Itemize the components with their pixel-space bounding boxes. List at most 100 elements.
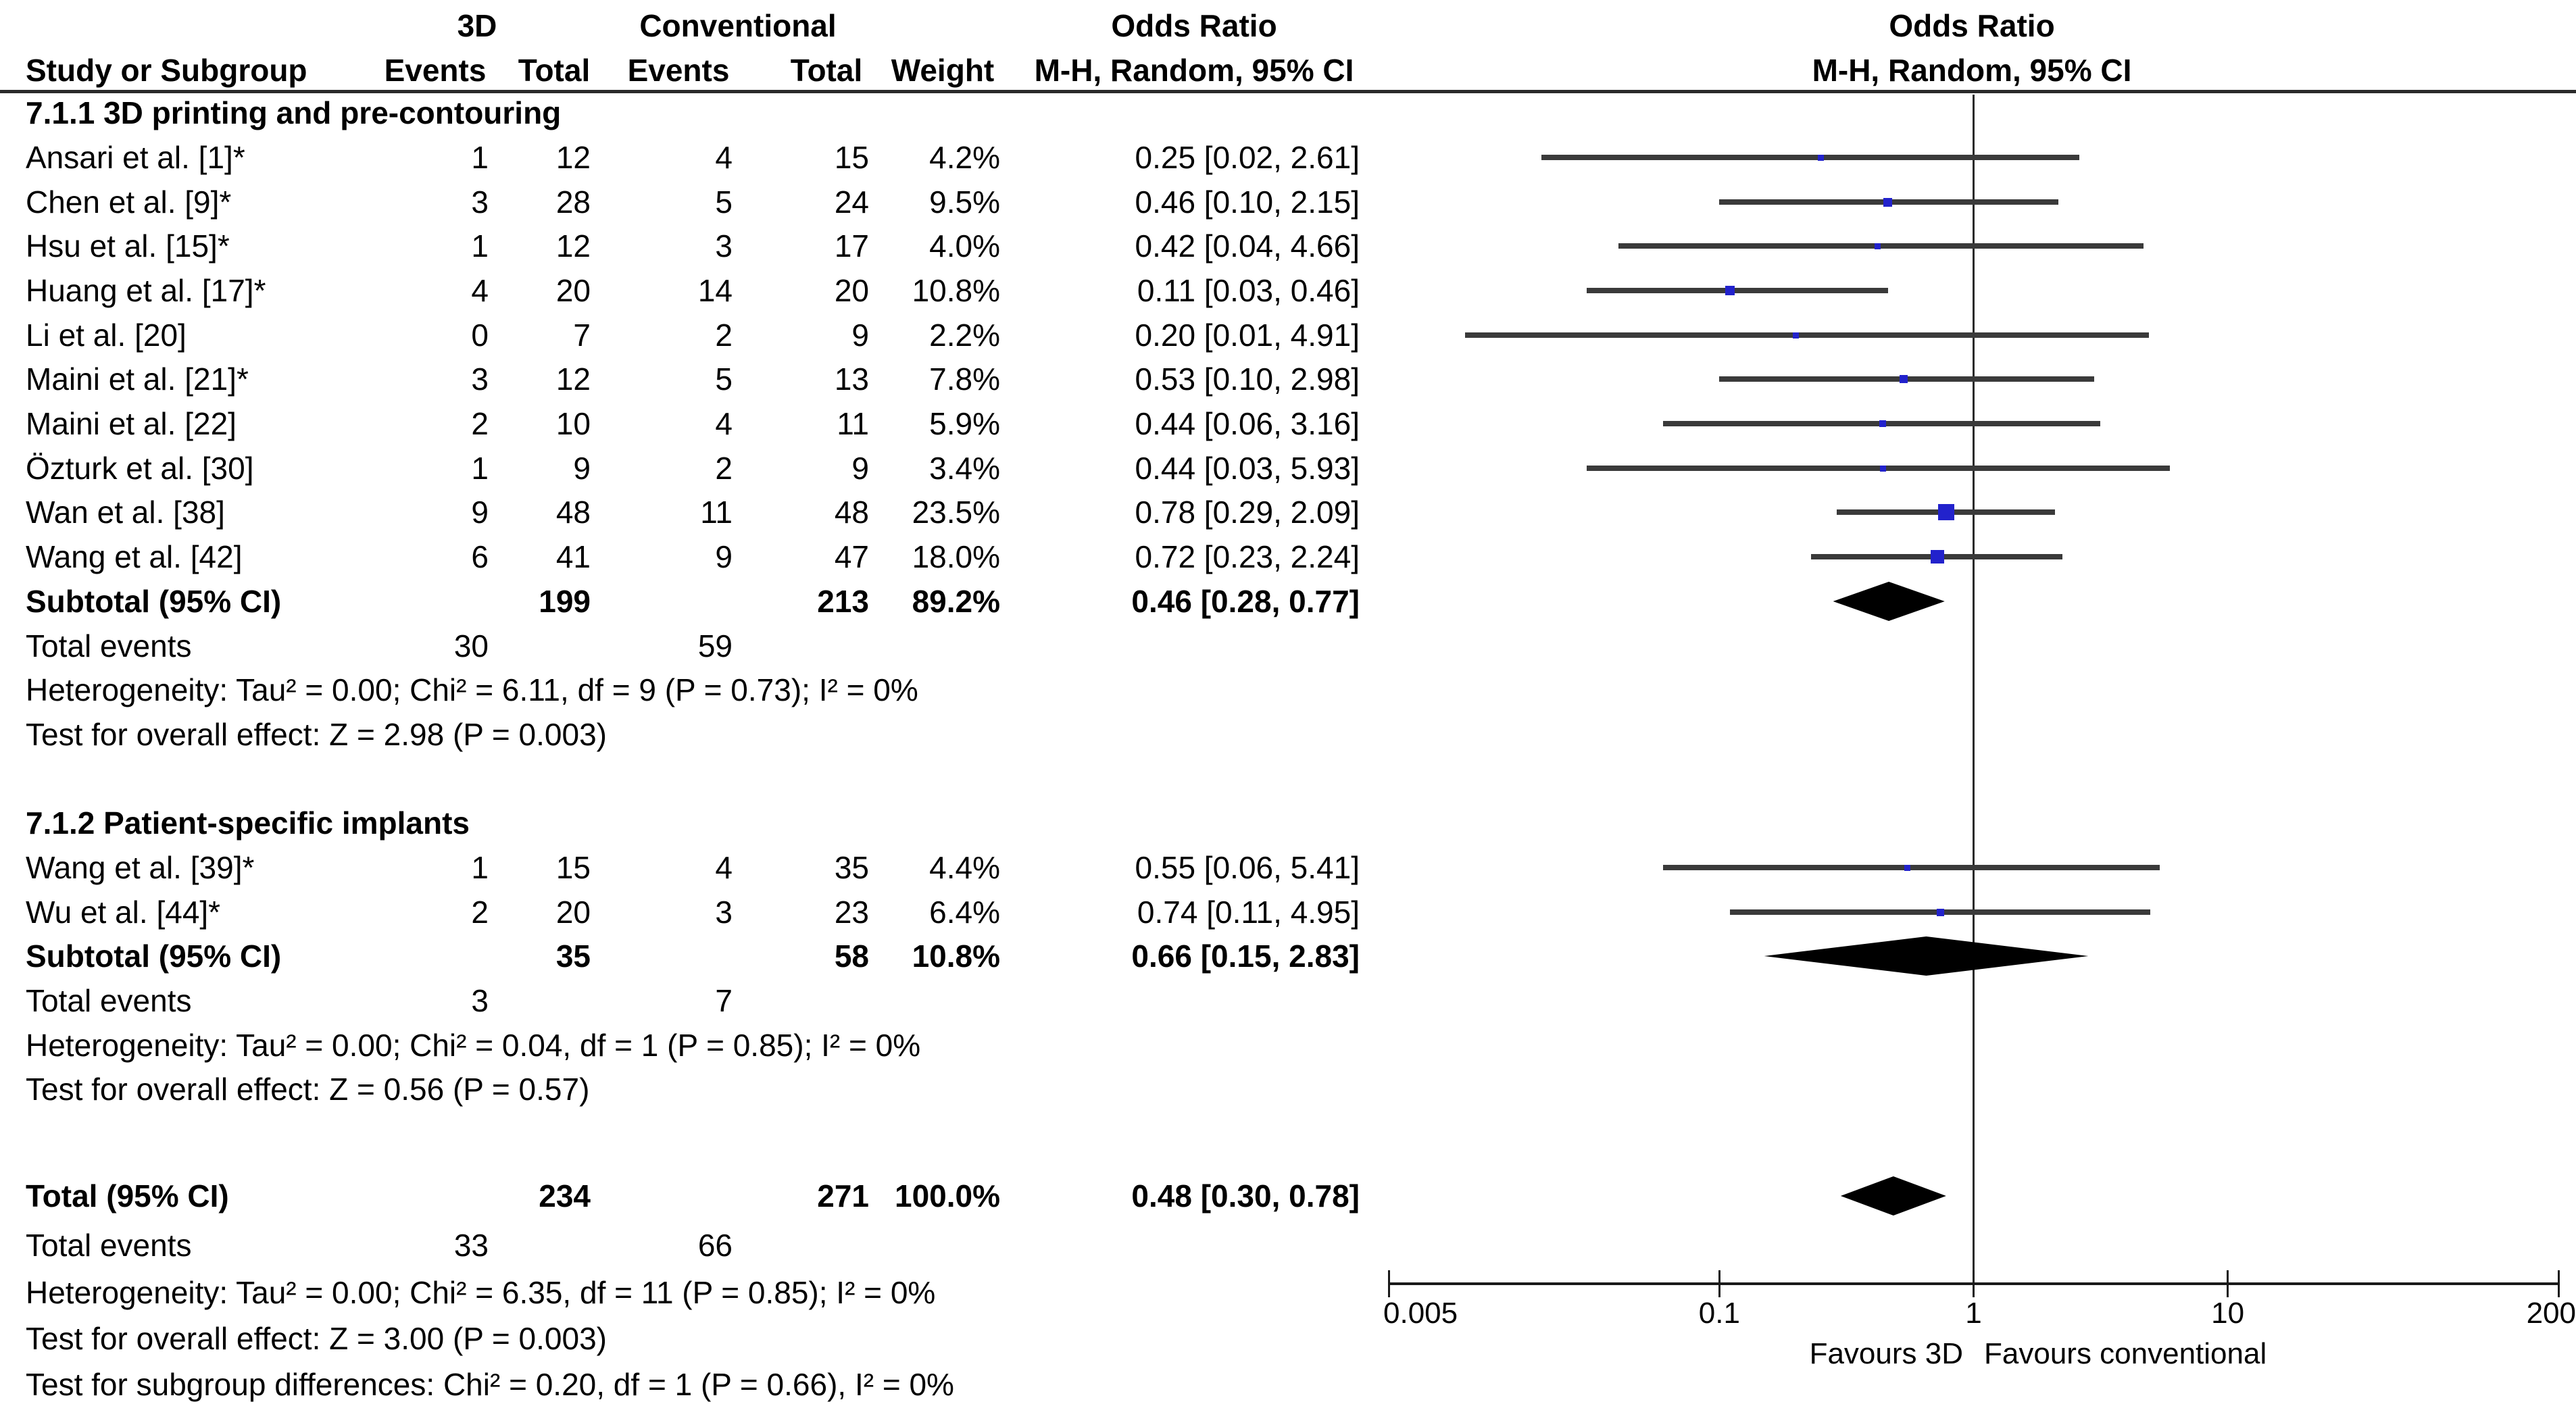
or-ci-text: 0.42 [0.04, 4.66] bbox=[1135, 228, 1360, 264]
study-label: Wu et al. [44]* bbox=[26, 895, 221, 930]
study-label: Maini et al. [21]* bbox=[26, 361, 249, 397]
events-conventional-value: 4 bbox=[715, 406, 733, 441]
total-events-3d-value: 30 bbox=[453, 628, 489, 664]
or-ci-text: 0.72 [0.23, 2.24] bbox=[1135, 539, 1360, 574]
or-ci-text: 0.44 [0.03, 5.93] bbox=[1135, 451, 1360, 486]
events-3d-value: 1 bbox=[471, 850, 489, 885]
events-3d-value: 3 bbox=[471, 361, 489, 397]
study-label: Hsu et al. [15]* bbox=[26, 228, 230, 264]
weight-value: 7.8% bbox=[929, 361, 1000, 397]
total-conventional-value: 11 bbox=[837, 406, 869, 441]
events-3d-value: 0 bbox=[471, 318, 489, 353]
or-ci-text: 0.53 [0.10, 2.98] bbox=[1135, 361, 1360, 397]
weight-value: 2.2% bbox=[929, 318, 1000, 353]
subgroup-heading: 7.1.2 Patient-specific implants bbox=[26, 805, 470, 841]
column-group-3d-label: 3D bbox=[457, 8, 497, 43]
axis-tick bbox=[1718, 1270, 1720, 1297]
or-marker bbox=[1936, 908, 1944, 916]
events-conventional-value: 4 bbox=[715, 850, 733, 885]
weight-value: 4.4% bbox=[929, 850, 1000, 885]
axis-tick-label: 10 bbox=[2211, 1297, 2245, 1330]
events-3d-value: 3 bbox=[471, 184, 489, 220]
or-ci-text: 0.55 [0.06, 5.41] bbox=[1135, 850, 1360, 885]
plot-title: Odds Ratio bbox=[1889, 8, 2055, 43]
events-conventional-column-header: Events bbox=[627, 53, 730, 88]
or-marker bbox=[1817, 154, 1824, 161]
or-ci-text: 0.48 [0.30, 0.78] bbox=[1131, 1178, 1360, 1213]
or-ci-text: 0.66 [0.15, 2.83] bbox=[1131, 938, 1360, 974]
total-conventional-value: 213 bbox=[817, 584, 869, 619]
total-conventional-value: 17 bbox=[834, 228, 869, 264]
total-3d-value: 9 bbox=[573, 451, 591, 486]
heterogeneity-text: Heterogeneity: Tau² = 0.00; Chi² = 0.04,… bbox=[26, 1028, 921, 1063]
axis-tick-label: 0.1 bbox=[1698, 1297, 1740, 1330]
subgroup-heading: 7.1.1 3D printing and pre-contouring bbox=[26, 95, 562, 130]
or-ci-text: 0.44 [0.06, 3.16] bbox=[1135, 406, 1360, 441]
or-marker bbox=[1937, 504, 1954, 520]
weight-value: 6.4% bbox=[929, 895, 1000, 930]
events-conventional-value: 4 bbox=[715, 140, 733, 175]
weight-value: 10.8% bbox=[912, 938, 1000, 974]
subtotal-diamond bbox=[1764, 936, 2089, 976]
axis-tick bbox=[2557, 1270, 2560, 1297]
total-3d-value: 199 bbox=[539, 584, 591, 619]
total-events-conventional-value: 59 bbox=[697, 628, 733, 664]
study-label: Ansari et al. [1]* bbox=[26, 140, 245, 175]
plot-subheader: M-H, Random, 95% CI bbox=[1812, 53, 2132, 88]
total-events-label: Total events bbox=[26, 1228, 192, 1263]
study-label: Wan et al. [38] bbox=[26, 495, 225, 530]
heterogeneity-text: Heterogeneity: Tau² = 0.00; Chi² = 6.11,… bbox=[26, 672, 918, 707]
or-ci-text: 0.11 [0.03, 0.46] bbox=[1137, 273, 1360, 308]
ci-line bbox=[1662, 865, 2160, 870]
axis-tick-label: 200 bbox=[2526, 1297, 2576, 1330]
total-3d-value: 12 bbox=[555, 228, 591, 264]
overall-effect-text: Test for overall effect: Z = 0.56 (P = 0… bbox=[26, 1072, 590, 1107]
or-ci-text: 0.46 [0.28, 0.77] bbox=[1131, 584, 1360, 619]
pooled-label: Total (95% CI) bbox=[26, 1178, 229, 1213]
weight-value: 9.5% bbox=[929, 184, 1000, 220]
ci-line bbox=[1465, 332, 2150, 338]
pooled-label: Subtotal (95% CI) bbox=[26, 584, 282, 619]
events-conventional-value: 3 bbox=[715, 895, 733, 930]
total-conventional-value: 13 bbox=[834, 361, 869, 397]
study-label: Wang et al. [42] bbox=[26, 539, 243, 574]
total-conventional-value: 20 bbox=[834, 273, 869, 308]
or-ci-text: 0.78 [0.29, 2.09] bbox=[1135, 495, 1360, 530]
events-3d-value: 1 bbox=[471, 228, 489, 264]
total-3d-column-header: Total bbox=[518, 53, 591, 88]
favours-left-label: Favours 3D bbox=[1809, 1337, 1963, 1370]
axis-tick bbox=[1973, 1270, 1975, 1297]
pooled-label: Subtotal (95% CI) bbox=[26, 938, 282, 974]
or-marker bbox=[1875, 243, 1881, 249]
axis-tick bbox=[1387, 1270, 1390, 1297]
study-label: Chen et al. [9]* bbox=[26, 184, 232, 220]
total-events-conventional-value: 7 bbox=[715, 983, 733, 1018]
total-events-3d-value: 3 bbox=[471, 983, 489, 1018]
total-3d-value: 234 bbox=[539, 1178, 591, 1213]
events-3d-value: 1 bbox=[471, 140, 489, 175]
weight-value: 4.2% bbox=[929, 140, 1000, 175]
or-ci-text: 0.74 [0.11, 4.95] bbox=[1137, 895, 1360, 930]
total-events-label: Total events bbox=[26, 628, 192, 664]
total-conventional-value: 9 bbox=[851, 318, 869, 353]
study-label: Maini et al. [22] bbox=[26, 406, 237, 441]
total-diamond bbox=[1840, 1176, 1946, 1216]
total-conventional-value: 47 bbox=[834, 539, 869, 574]
events-3d-value: 9 bbox=[471, 495, 489, 530]
or-column-subheader: M-H, Random, 95% CI bbox=[1034, 53, 1354, 88]
weight-value: 4.0% bbox=[929, 228, 1000, 264]
total-3d-value: 20 bbox=[555, 273, 591, 308]
null-effect-line bbox=[1973, 95, 1975, 1284]
axis-tick-label: 1 bbox=[1965, 1297, 1982, 1330]
x-axis: Favours 3D Favours conventional 0.005 0.1… bbox=[1383, 1270, 2576, 1427]
ci-line bbox=[1586, 466, 2171, 471]
weight-value: 3.4% bbox=[929, 451, 1000, 486]
favours-right-label: Favours conventional bbox=[1984, 1337, 2267, 1370]
or-column-title: Odds Ratio bbox=[1111, 8, 1277, 43]
weight-value: 5.9% bbox=[929, 406, 1000, 441]
overall-effect-text: Test for overall effect: Z = 2.98 (P = 0… bbox=[26, 717, 607, 752]
total-3d-value: 7 bbox=[573, 318, 591, 353]
total-conventional-value: 23 bbox=[834, 895, 869, 930]
total-3d-value: 10 bbox=[555, 406, 591, 441]
